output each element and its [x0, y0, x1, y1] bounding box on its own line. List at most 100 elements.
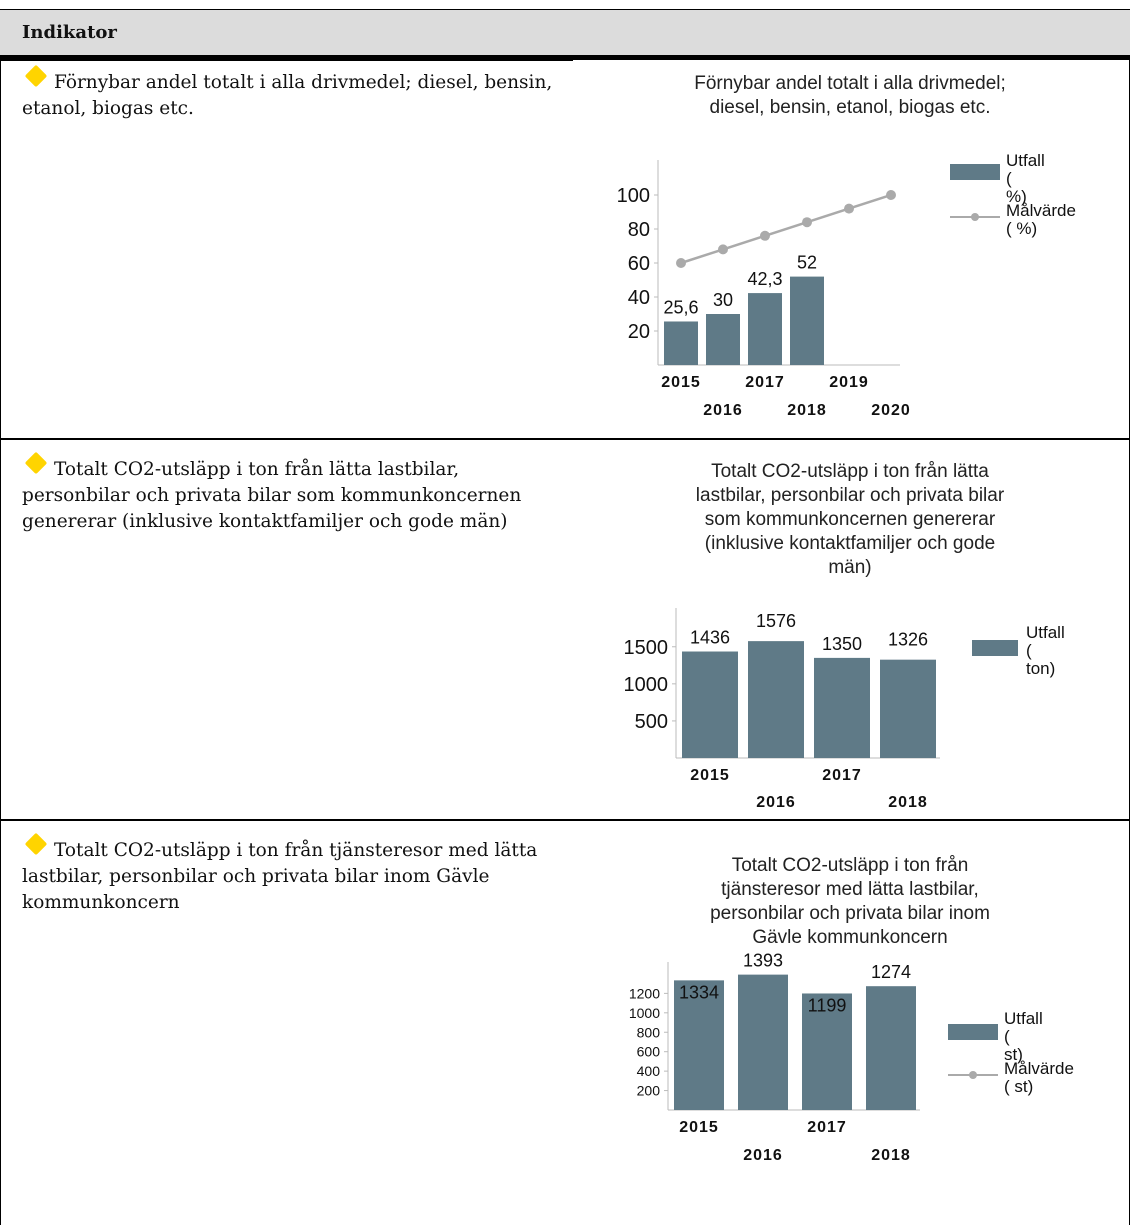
x-tick-label: 2018	[888, 794, 928, 811]
bar	[664, 321, 698, 365]
chart-title-line: Totalt CO2-utsläpp i ton från	[731, 855, 969, 876]
x-tick-label: 2015	[661, 374, 701, 391]
yellow-diamond-icon	[24, 451, 48, 475]
chart-title-line: tjänsteresor med lätta lastbilar,	[721, 879, 979, 900]
x-tick-label: 2016	[703, 402, 743, 419]
y-tick-label: 60	[628, 253, 650, 275]
y-tick-label: 100	[617, 185, 650, 207]
target-point	[844, 203, 854, 214]
indicator-text: Totalt CO2-utsläpp i ton från tjänsteres…	[22, 840, 538, 913]
y-tick-label: 20	[628, 321, 650, 343]
x-tick-label: 2020	[871, 402, 911, 419]
bar-data-label: 1334	[679, 982, 719, 1002]
bar	[790, 276, 824, 365]
chart-3-title: Totalt CO2-utsläpp i ton från tjänsteres…	[600, 854, 1100, 950]
bar	[814, 657, 870, 758]
y-tick-label: 1500	[624, 637, 669, 659]
bar-data-label: 1393	[743, 951, 783, 971]
bar	[674, 980, 724, 1110]
y-tick-label: 800	[637, 1024, 661, 1040]
bar-data-label: 1436	[690, 628, 730, 648]
x-tick-label: 2016	[756, 794, 796, 811]
legend-bar-label: Utfall (%)	[1006, 151, 1045, 206]
bar-data-label: 30	[713, 290, 733, 310]
target-point	[802, 217, 812, 228]
chart-title-line: Förnybar andel totalt i alla drivmedel;	[694, 73, 1006, 94]
target-line	[680, 193, 892, 265]
chart-2-title: Totalt CO2-utsläpp i ton från lätta last…	[600, 460, 1100, 580]
table-header: Indikator	[0, 9, 1130, 55]
y-tick-label: 80	[628, 219, 650, 241]
legend-bar-label: Utfall (st)	[1004, 1009, 1043, 1064]
bar	[682, 651, 738, 758]
legend-line-swatch	[950, 213, 1000, 221]
x-tick-label: 2017	[745, 374, 785, 391]
row-separator	[0, 819, 1130, 821]
x-tick-label: 2018	[871, 1147, 911, 1164]
yellow-diamond-icon	[24, 64, 48, 88]
indicator-text: Förnybar andel totalt i alla drivmedel; …	[22, 72, 553, 119]
bar-data-label: 1274	[871, 962, 911, 982]
bar-data-label: 1199	[808, 995, 847, 1015]
legend-bar-label: Utfall (ton)	[1026, 623, 1065, 678]
bar-data-label: 1326	[888, 630, 928, 650]
bar-data-label: 52	[797, 253, 817, 273]
y-tick-label: 200	[637, 1083, 661, 1099]
x-tick-label: 2019	[829, 374, 869, 391]
chart-title-line: diesel, bensin, etanol, biogas etc.	[709, 97, 991, 118]
legend-line-label: Målvärde( %)	[1006, 201, 1076, 238]
x-tick-label: 2015	[679, 1119, 719, 1136]
x-tick-label: 2015	[690, 767, 730, 784]
bar-data-label: 25,6	[663, 297, 698, 317]
target-point	[676, 258, 686, 268]
row-separator	[0, 438, 1130, 440]
chart-2: 500 1000 1500 2015 2016 2017 2018 1436 1576 1350 1…	[624, 608, 940, 811]
chart-1-title: Förnybar andel totalt i alla drivmedel; …	[600, 72, 1100, 120]
header-title: Indikator	[22, 22, 117, 43]
chart-title-line: Totalt CO2-utsläpp i ton från lätta	[711, 461, 989, 482]
chart-title-line: personbilar och privata bilar inom	[710, 903, 990, 924]
y-tick-label: 1000	[629, 1005, 660, 1021]
target-point	[886, 190, 896, 200]
legend-bar-swatch	[948, 1024, 998, 1040]
bar	[748, 293, 782, 365]
legend-line-swatch	[948, 1071, 998, 1079]
bar	[866, 986, 916, 1110]
y-tick-label: 1000	[624, 674, 669, 696]
x-tick-label: 2016	[743, 1147, 783, 1164]
column-rule	[0, 59, 573, 61]
chart-title-line: lastbilar, personbilar och privata bilar	[695, 485, 1005, 506]
header-rule	[0, 55, 1130, 60]
bar	[880, 659, 936, 758]
bar	[738, 974, 788, 1110]
bar-data-label: 42,3	[747, 269, 782, 289]
chart-3: 200 400 600 800 1000 1200 2015 2016 2017 2018 1334…	[629, 951, 920, 1164]
x-tick-label: 2017	[822, 767, 862, 784]
y-tick-label: 400	[637, 1063, 661, 1079]
indicator-row-1-description: Förnybar andel totalt i alla drivmedel; …	[22, 64, 562, 122]
indicator-row-3-description: Totalt CO2-utsläpp i ton från tjänsteres…	[22, 832, 562, 916]
chart-title-line: som kommunkoncernen genererar	[704, 509, 996, 530]
indicator-text: Totalt CO2-utsläpp i ton från lätta last…	[22, 459, 522, 532]
y-tick-label: 500	[635, 711, 668, 733]
indicator-table	[0, 9, 1130, 1225]
legend-bar-swatch	[950, 164, 1000, 180]
bar	[802, 993, 852, 1110]
yellow-diamond-icon	[24, 832, 48, 856]
y-tick-label: 600	[637, 1044, 661, 1060]
bar-data-label: 1350	[822, 634, 862, 654]
target-point	[718, 244, 728, 255]
chart-title-line: (inklusive kontaktfamiljer och gode	[704, 533, 996, 554]
target-point	[760, 230, 770, 241]
bar	[748, 641, 804, 758]
x-tick-label: 2018	[787, 402, 827, 419]
x-tick-label: 2017	[807, 1119, 847, 1136]
indicator-row-2-description: Totalt CO2-utsläpp i ton från lätta last…	[22, 451, 562, 535]
y-tick-label: 40	[628, 287, 650, 309]
bar	[706, 314, 740, 365]
chart-title-line: män)	[828, 557, 872, 578]
legend-bar-swatch	[972, 640, 1018, 656]
legend-line-label: Målvärde( st)	[1004, 1059, 1074, 1096]
y-tick-label: 1200	[629, 985, 660, 1001]
